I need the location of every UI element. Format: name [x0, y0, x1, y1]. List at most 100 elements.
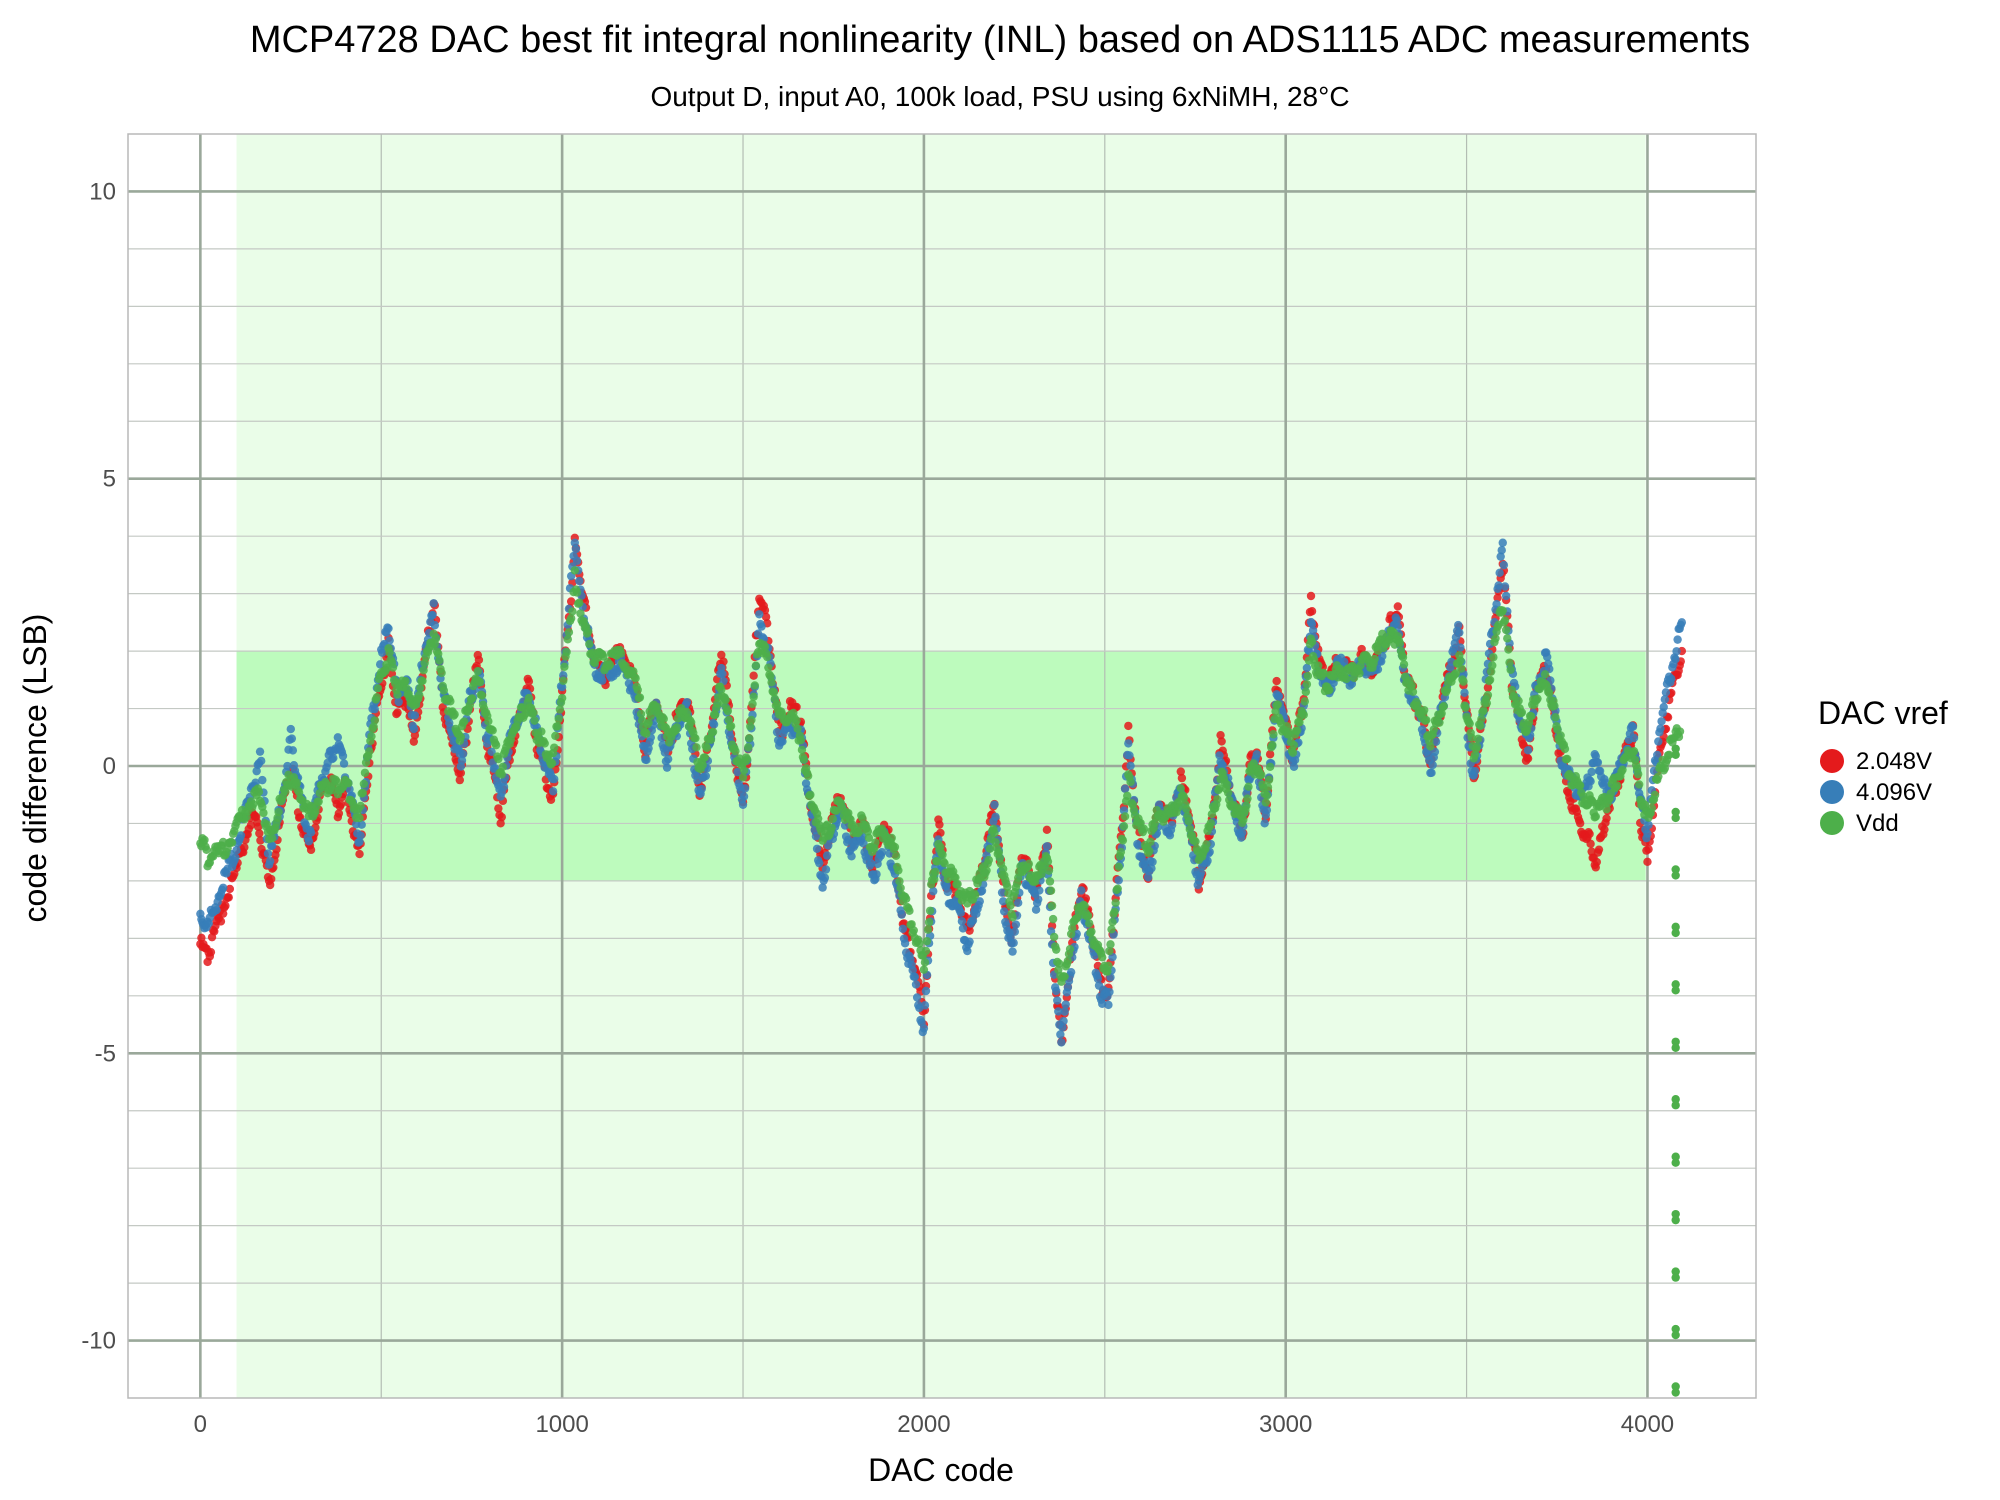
data-point: [274, 807, 283, 817]
data-point: [1307, 637, 1317, 646]
data-point: [329, 753, 338, 763]
data-point: [499, 782, 509, 792]
data-point: [1177, 773, 1187, 783]
data-point: [1585, 829, 1594, 839]
tail-point: [1671, 1209, 1680, 1219]
tail-point: [1671, 865, 1680, 874]
data-point: [1126, 777, 1135, 787]
data-point: [717, 685, 726, 694]
data-point: [749, 671, 758, 680]
data-point: [494, 754, 503, 764]
tail-point: [1671, 744, 1680, 753]
data-point: [1455, 628, 1464, 637]
data-point: [1395, 638, 1405, 648]
data-point: [1080, 901, 1089, 911]
data-point: [384, 624, 393, 633]
data-point: [1594, 845, 1604, 854]
data-point: [958, 924, 968, 933]
data-point: [1058, 1023, 1067, 1032]
tail-point: [1671, 1388, 1680, 1397]
data-point: [1467, 733, 1476, 742]
data-point: [984, 855, 994, 865]
data-point: [1244, 782, 1253, 791]
data-point: [467, 694, 477, 703]
data-point: [437, 668, 446, 678]
data-point: [921, 946, 931, 956]
data-point: [1217, 737, 1226, 746]
data-point: [936, 828, 945, 838]
data-point: [292, 778, 302, 787]
data-point: [1586, 839, 1595, 849]
data-point: [555, 705, 565, 714]
data-point: [1065, 944, 1075, 954]
data-point: [367, 732, 376, 741]
data-point: [1273, 700, 1282, 709]
data-point: [990, 800, 999, 809]
data-point: [1592, 857, 1602, 867]
data-point: [725, 732, 735, 741]
data-point: [745, 734, 754, 743]
data-point: [378, 648, 387, 657]
data-point: [477, 691, 487, 700]
data-point: [418, 676, 427, 685]
data-point: [1216, 730, 1225, 740]
data-point: [255, 747, 265, 756]
data-point: [409, 737, 419, 746]
data-point: [1146, 837, 1155, 846]
data-point: [1010, 927, 1020, 936]
data-point: [435, 656, 444, 665]
data-point: [827, 823, 836, 832]
data-point: [1043, 857, 1053, 866]
data-point: [372, 692, 382, 702]
data-point: [792, 716, 801, 725]
data-point: [252, 766, 261, 776]
data-point: [456, 768, 466, 778]
data-point: [360, 768, 370, 777]
data-point: [540, 739, 549, 748]
data-point: [1398, 653, 1408, 662]
data-point: [1483, 690, 1493, 700]
data-point: [1145, 846, 1154, 856]
data-point: [401, 676, 410, 686]
data-point: [824, 841, 833, 850]
data-point: [553, 722, 562, 731]
data-point: [1472, 742, 1482, 751]
data-point: [1105, 987, 1114, 997]
chart-subtitle: Output D, input A0, 100k load, PSU using…: [650, 81, 1349, 112]
data-point: [227, 838, 237, 847]
data-point: [863, 827, 873, 836]
data-point: [799, 755, 809, 764]
data-point: [1114, 862, 1123, 872]
data-point: [1657, 717, 1666, 726]
data-point: [751, 661, 761, 670]
data-point: [1265, 762, 1275, 771]
data-point: [1120, 784, 1130, 793]
data-point: [1650, 790, 1660, 800]
data-point: [1218, 761, 1227, 770]
data-point: [815, 858, 824, 868]
data-point: [1124, 721, 1133, 731]
data-point: [256, 836, 265, 845]
data-point: [1272, 676, 1281, 686]
data-point: [692, 743, 701, 752]
data-point: [924, 918, 934, 927]
data-point: [942, 881, 951, 890]
data-point: [1500, 616, 1510, 625]
data-point: [1575, 819, 1585, 828]
data-point: [1460, 688, 1469, 697]
data-point: [566, 597, 576, 606]
data-point: [738, 773, 748, 782]
data-point: [930, 875, 939, 884]
data-point: [1093, 974, 1103, 984]
data-point: [1293, 726, 1302, 735]
data-point: [631, 674, 640, 683]
data-point: [548, 787, 558, 796]
data-point: [760, 642, 770, 652]
data-point: [1238, 828, 1247, 838]
data-point: [708, 727, 718, 737]
data-point: [256, 756, 266, 766]
data-point: [956, 908, 966, 917]
data-point: [1148, 857, 1157, 867]
data-point: [701, 771, 711, 781]
data-point: [1274, 692, 1284, 701]
